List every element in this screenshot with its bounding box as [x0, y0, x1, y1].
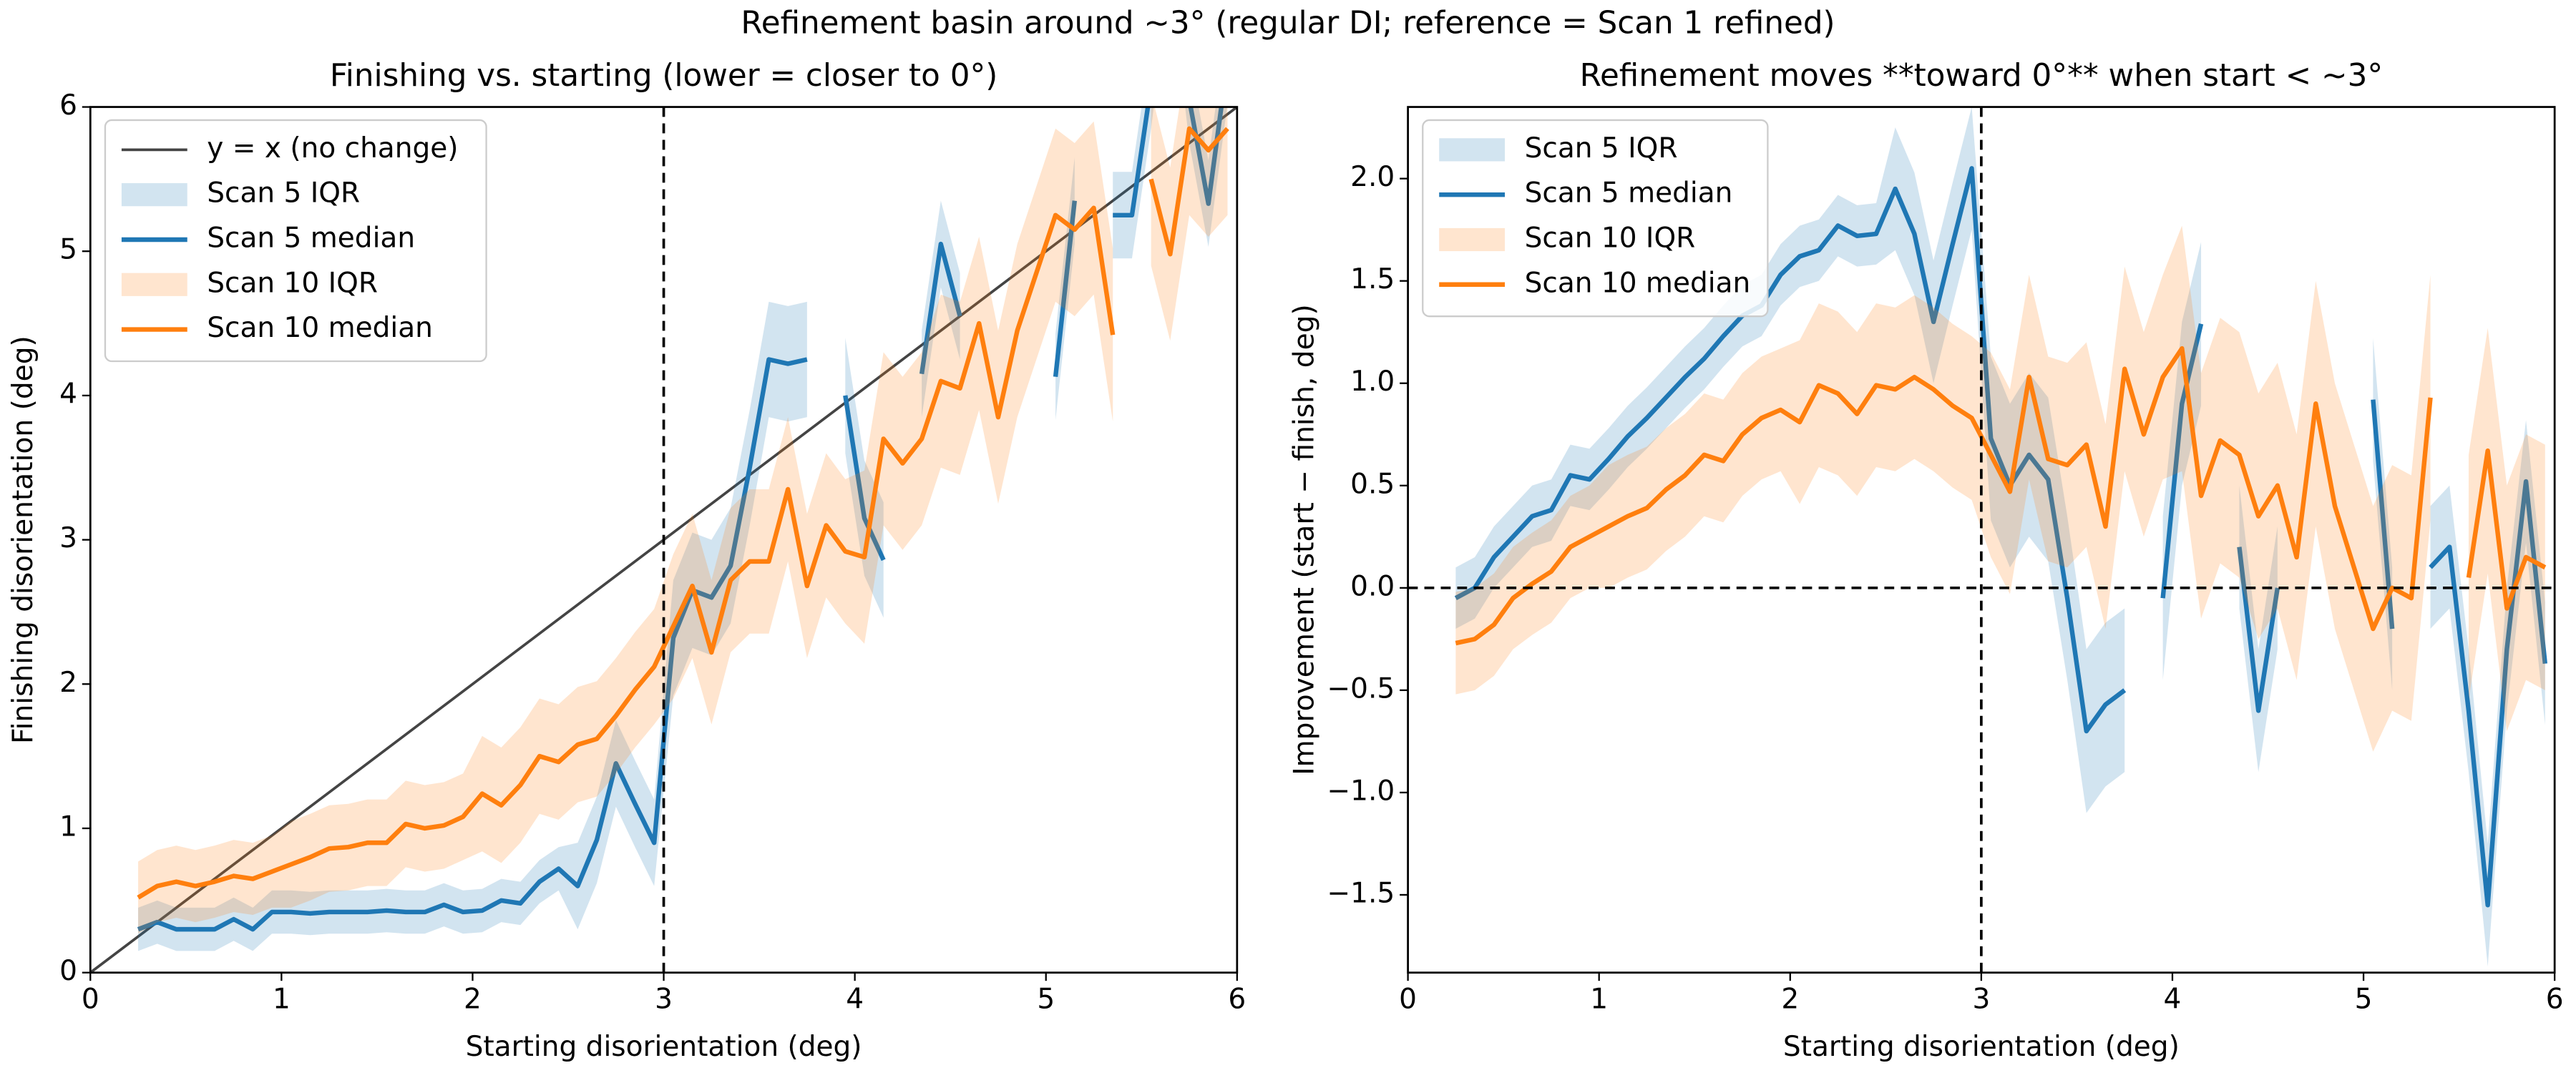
iqr-band	[1151, 107, 1228, 341]
axes-frame	[1407, 106, 2556, 974]
y-tick-label: 1.0	[1350, 366, 1395, 398]
iqr-band	[1455, 107, 2125, 813]
x-tick-label: 4	[846, 983, 864, 1015]
y-tick-label: −0.5	[1327, 672, 1395, 705]
median-line	[2237, 547, 2280, 713]
legend-swatch	[121, 273, 187, 296]
y-tick-label: 1	[59, 810, 77, 843]
legend-box	[104, 119, 487, 363]
x-tick-label: 1	[273, 983, 291, 1015]
x-tick-label: 2	[1781, 983, 1799, 1015]
y-tick-label: 4	[59, 378, 77, 410]
legend-label: Scan 10 median	[207, 312, 433, 344]
y-axis-label: Finishing disorientation (deg)	[7, 335, 39, 744]
y-tick-label: 3	[59, 522, 77, 554]
x-axis-label: Starting disorientation (deg)	[466, 1031, 862, 1063]
median-line	[1148, 126, 1229, 257]
x-tick-label: 6	[2546, 983, 2564, 1015]
legend-label: Scan 10 IQR	[1525, 222, 1696, 254]
x-tick-label: 2	[464, 983, 482, 1015]
median-line	[843, 395, 886, 562]
x-tick-label: 4	[2164, 983, 2182, 1015]
iqr-band	[138, 121, 1113, 934]
median-line	[137, 205, 1116, 900]
x-tick-label: 0	[1399, 983, 1417, 1015]
x-tick-label: 1	[1590, 983, 1608, 1015]
median-line	[2429, 479, 2547, 908]
iqr-band	[922, 200, 960, 418]
y-tick-label: 5	[59, 234, 77, 266]
axes-frame	[89, 106, 1239, 974]
legend-swatch	[1439, 138, 1506, 162]
legend-box	[1422, 119, 1769, 318]
legend-label: Scan 5 median	[207, 222, 415, 254]
iqr-band	[845, 338, 884, 618]
chart-title: Finishing vs. starting (lower = closer t…	[330, 57, 997, 94]
y-tick-label: 2.0	[1350, 161, 1395, 193]
legend-label: y = x (no change)	[207, 132, 458, 165]
iqr-band	[2162, 242, 2202, 680]
legend-swatch	[1439, 227, 1506, 252]
median-line	[2466, 448, 2547, 611]
legend-swatch	[121, 183, 187, 207]
y-tick-label: 0	[59, 955, 77, 987]
x-tick-label: 5	[2355, 983, 2373, 1015]
iqr-band	[2239, 485, 2278, 773]
x-tick-label: 5	[1037, 983, 1055, 1015]
legend-label: Scan 10 median	[1525, 267, 1751, 299]
x-tick-label: 3	[655, 983, 673, 1015]
iqr-band	[1455, 225, 2431, 752]
iqr-band	[138, 301, 807, 951]
x-tick-label: 3	[1972, 983, 1990, 1015]
plot-area	[1407, 107, 2555, 973]
x-tick-label: 6	[1228, 983, 1246, 1015]
y-tick-label: 0.5	[1350, 468, 1395, 500]
x-tick-label: 0	[82, 983, 99, 1015]
legend-label: Scan 10 IQR	[207, 267, 378, 299]
plot-area	[90, 107, 1237, 973]
y-tick-label: 0.0	[1350, 570, 1395, 602]
y-tick-label: 6	[59, 89, 77, 122]
y-tick-label: −1.5	[1327, 877, 1395, 909]
y-tick-label: 1.5	[1350, 263, 1395, 295]
iqr-band	[2468, 328, 2545, 732]
y-tick-label: −1.0	[1327, 775, 1395, 807]
figure-title: Refinement basin around ~3° (regular DI;…	[741, 4, 1835, 41]
legend-label: Scan 5 IQR	[1525, 132, 1678, 165]
median-line	[1113, 107, 1224, 218]
chart-title: Refinement moves **toward 0°** when star…	[1580, 57, 2384, 94]
y-tick-label: 2	[59, 667, 77, 699]
median-line	[1455, 346, 2433, 646]
legend-label: Scan 5 median	[1525, 177, 1733, 210]
y-axis-label: Improvement (start − finish, deg)	[1289, 304, 1321, 775]
median-line	[919, 241, 962, 375]
median-line	[2160, 323, 2204, 599]
x-axis-label: Starting disorientation (deg)	[1783, 1031, 2180, 1063]
legend-label: Scan 5 IQR	[207, 177, 360, 210]
